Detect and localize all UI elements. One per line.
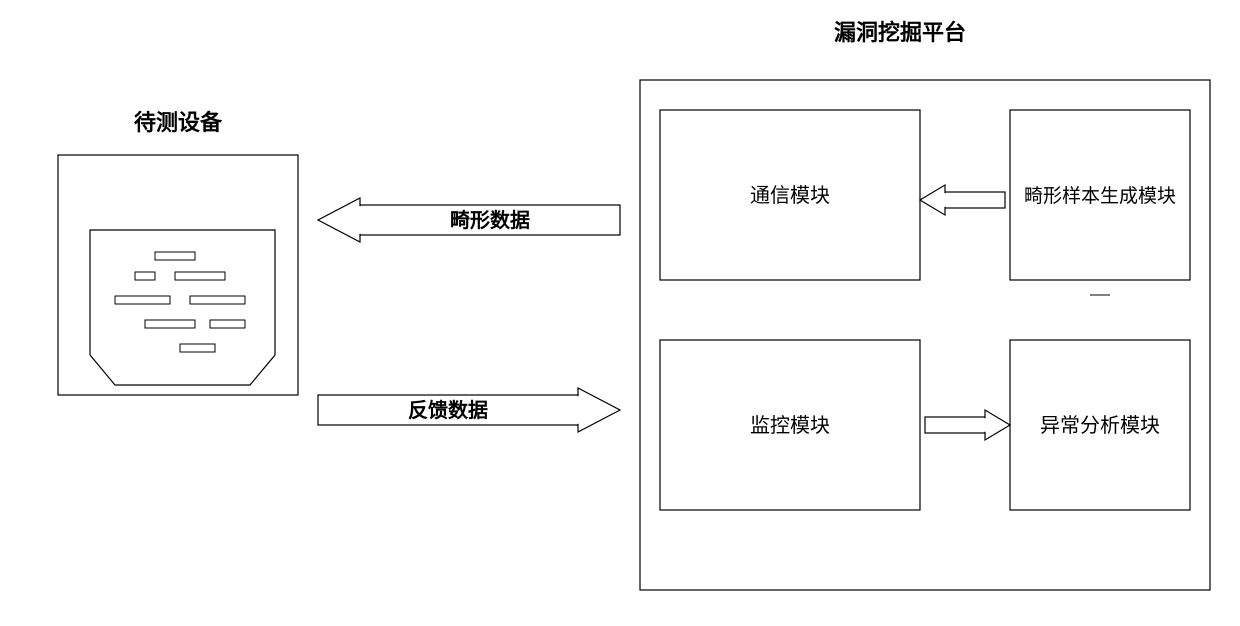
comm-module: 通信模块 — [660, 110, 920, 280]
device-title: 待测设备 — [134, 110, 223, 135]
sample-to-comm-arrow — [920, 185, 1005, 215]
sample-module-label: 畸形样本生成模块 — [1024, 185, 1176, 207]
malformed-data-label: 畸形数据 — [450, 208, 530, 232]
platform-title: 漏洞挖掘平台 — [834, 20, 966, 45]
device-icon — [90, 230, 275, 385]
analysis-module: 异常分析模块 — [1010, 340, 1190, 510]
sample-module: 畸形样本生成模块 — [1010, 110, 1190, 280]
comm-module-label: 通信模块 — [750, 184, 830, 207]
monitor-module-label: 监控模块 — [750, 414, 830, 437]
monitor-module: 监控模块 — [660, 340, 920, 510]
feedback-data-label: 反馈数据 — [408, 398, 488, 422]
analysis-module-label: 异常分析模块 — [1040, 414, 1160, 437]
monitor-to-analysis-arrow — [925, 410, 1010, 440]
platform-box — [640, 80, 1210, 590]
